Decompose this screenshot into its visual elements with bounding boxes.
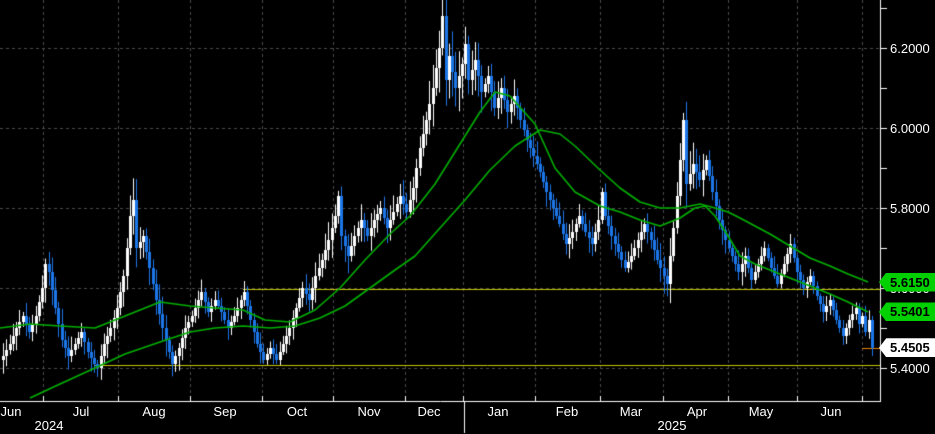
month-label: Jul: [72, 404, 90, 419]
year-label: 2024: [34, 418, 64, 433]
ma-fast-value: 5.5401: [890, 304, 930, 320]
price-axis-label: 5.4000: [890, 361, 930, 376]
month-label: Sep: [213, 404, 237, 419]
month-label: Dec: [417, 404, 441, 419]
current-price-badge: 5.4505: [879, 338, 935, 358]
current-price-value: 5.4505: [890, 340, 930, 356]
month-label: May: [748, 404, 774, 419]
year-label: 2025: [657, 418, 687, 433]
month-label: Oct: [286, 404, 308, 419]
month-label: Nov: [357, 404, 381, 419]
month-label: Aug: [142, 404, 166, 419]
ma-slow-value: 5.6150: [890, 274, 930, 290]
month-label: Apr: [686, 404, 708, 419]
month-label: Jun: [820, 404, 842, 419]
month-label: Mar: [619, 404, 643, 419]
ma-slow-value-badge: 5.6150: [879, 272, 935, 292]
month-label: Jan: [487, 404, 509, 419]
price-axis-label: 5.8000: [890, 201, 930, 216]
price-axis-label: 6.0000: [890, 121, 930, 136]
ma-fast-value-badge: 5.5401: [879, 302, 935, 322]
month-label: Feb: [555, 404, 579, 419]
month-label: Jun: [0, 404, 22, 419]
price-axis-label: 6.2000: [890, 41, 930, 56]
